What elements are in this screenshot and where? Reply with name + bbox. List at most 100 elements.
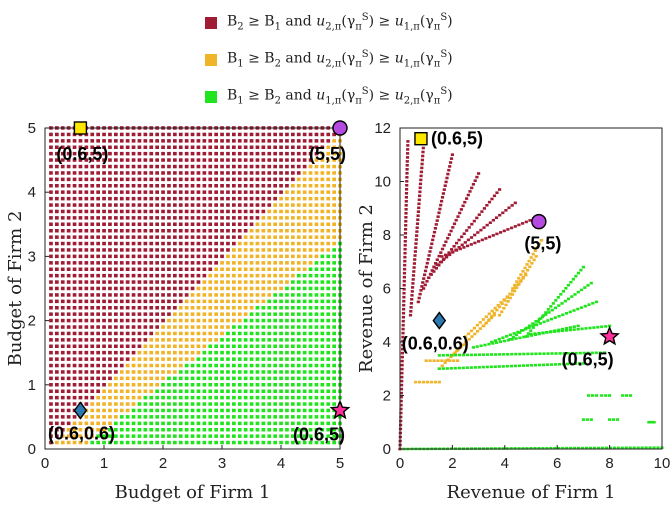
data-point — [125, 389, 130, 393]
data-point — [55, 312, 59, 316]
data-point — [255, 325, 260, 329]
data-point — [55, 428, 59, 432]
data-point — [320, 254, 325, 259]
data-point — [449, 157, 454, 160]
data-point — [320, 383, 325, 387]
data-point — [243, 151, 248, 156]
data-point — [586, 351, 590, 355]
data-point — [196, 421, 201, 426]
data-point — [137, 254, 142, 259]
data-point — [155, 357, 159, 361]
data-point — [237, 229, 242, 233]
data-point — [119, 357, 124, 361]
data-point — [320, 222, 325, 226]
data-point — [510, 226, 514, 230]
data-point — [220, 151, 224, 156]
data-point — [72, 415, 77, 419]
legend-text-part: and — [280, 13, 317, 30]
data-point — [243, 248, 248, 252]
data-point — [226, 434, 230, 438]
data-point — [255, 286, 260, 291]
data-point — [119, 370, 124, 374]
data-point — [249, 286, 254, 291]
data-point — [72, 216, 77, 220]
data-point — [102, 216, 106, 220]
data-point — [302, 376, 307, 381]
data-point — [296, 273, 301, 278]
data-point — [249, 177, 254, 182]
data-point — [261, 421, 266, 426]
data-point — [308, 222, 313, 226]
data-point — [237, 184, 242, 188]
data-point — [243, 261, 248, 265]
data-point — [308, 325, 313, 329]
data-point — [202, 132, 207, 137]
data-point — [445, 367, 449, 370]
data-point — [261, 286, 266, 291]
data-point — [279, 408, 283, 413]
data-point — [451, 250, 455, 254]
data-point — [314, 229, 319, 233]
data-point — [308, 363, 313, 368]
data-point — [90, 177, 95, 182]
data-point — [432, 234, 436, 238]
data-point — [326, 428, 331, 432]
data-point — [249, 363, 254, 368]
data-point — [208, 363, 213, 368]
data-point — [237, 203, 242, 207]
data-point — [232, 440, 236, 445]
legend-text-part: π — [433, 21, 441, 33]
data-point — [102, 421, 106, 426]
data-point — [261, 395, 266, 400]
data-point — [419, 170, 423, 174]
data-point — [232, 241, 236, 246]
data-point — [161, 338, 165, 342]
data-point — [291, 440, 295, 445]
data-point — [285, 325, 289, 329]
data-point — [320, 273, 325, 278]
data-point — [249, 209, 254, 214]
data-point — [102, 325, 106, 329]
data-point — [243, 363, 248, 368]
data-point — [302, 229, 307, 233]
data-point — [399, 403, 403, 407]
data-point — [202, 376, 207, 381]
data-point — [49, 338, 53, 342]
data-point — [581, 418, 585, 421]
data-point — [214, 254, 218, 259]
data-point — [285, 428, 289, 432]
data-point — [60, 222, 65, 226]
data-point — [143, 440, 148, 445]
data-point — [72, 395, 77, 400]
data-point — [119, 222, 124, 226]
data-point — [320, 209, 325, 214]
data-point — [208, 331, 213, 336]
data-point — [184, 318, 189, 323]
data-point — [447, 252, 451, 255]
data-point — [573, 446, 577, 450]
data-point — [226, 338, 230, 342]
data-point — [273, 235, 277, 239]
data-point — [273, 151, 277, 156]
data-point — [90, 280, 95, 284]
data-point — [226, 402, 230, 406]
data-point — [202, 190, 207, 194]
data-point — [184, 331, 189, 336]
data-point — [178, 164, 183, 169]
data-point — [498, 340, 503, 344]
data-point — [208, 286, 213, 291]
data-point — [600, 394, 604, 397]
data-point — [291, 171, 295, 175]
data-point — [220, 357, 224, 361]
data-point — [173, 171, 177, 175]
data-point — [131, 306, 136, 310]
data-point — [243, 254, 248, 259]
data-point — [255, 171, 260, 175]
data-point — [232, 434, 236, 438]
data-point — [119, 434, 124, 438]
data-point — [84, 248, 89, 252]
data-point — [557, 304, 561, 307]
data-point — [190, 312, 195, 316]
data-point — [308, 261, 313, 265]
data-point — [576, 327, 580, 331]
